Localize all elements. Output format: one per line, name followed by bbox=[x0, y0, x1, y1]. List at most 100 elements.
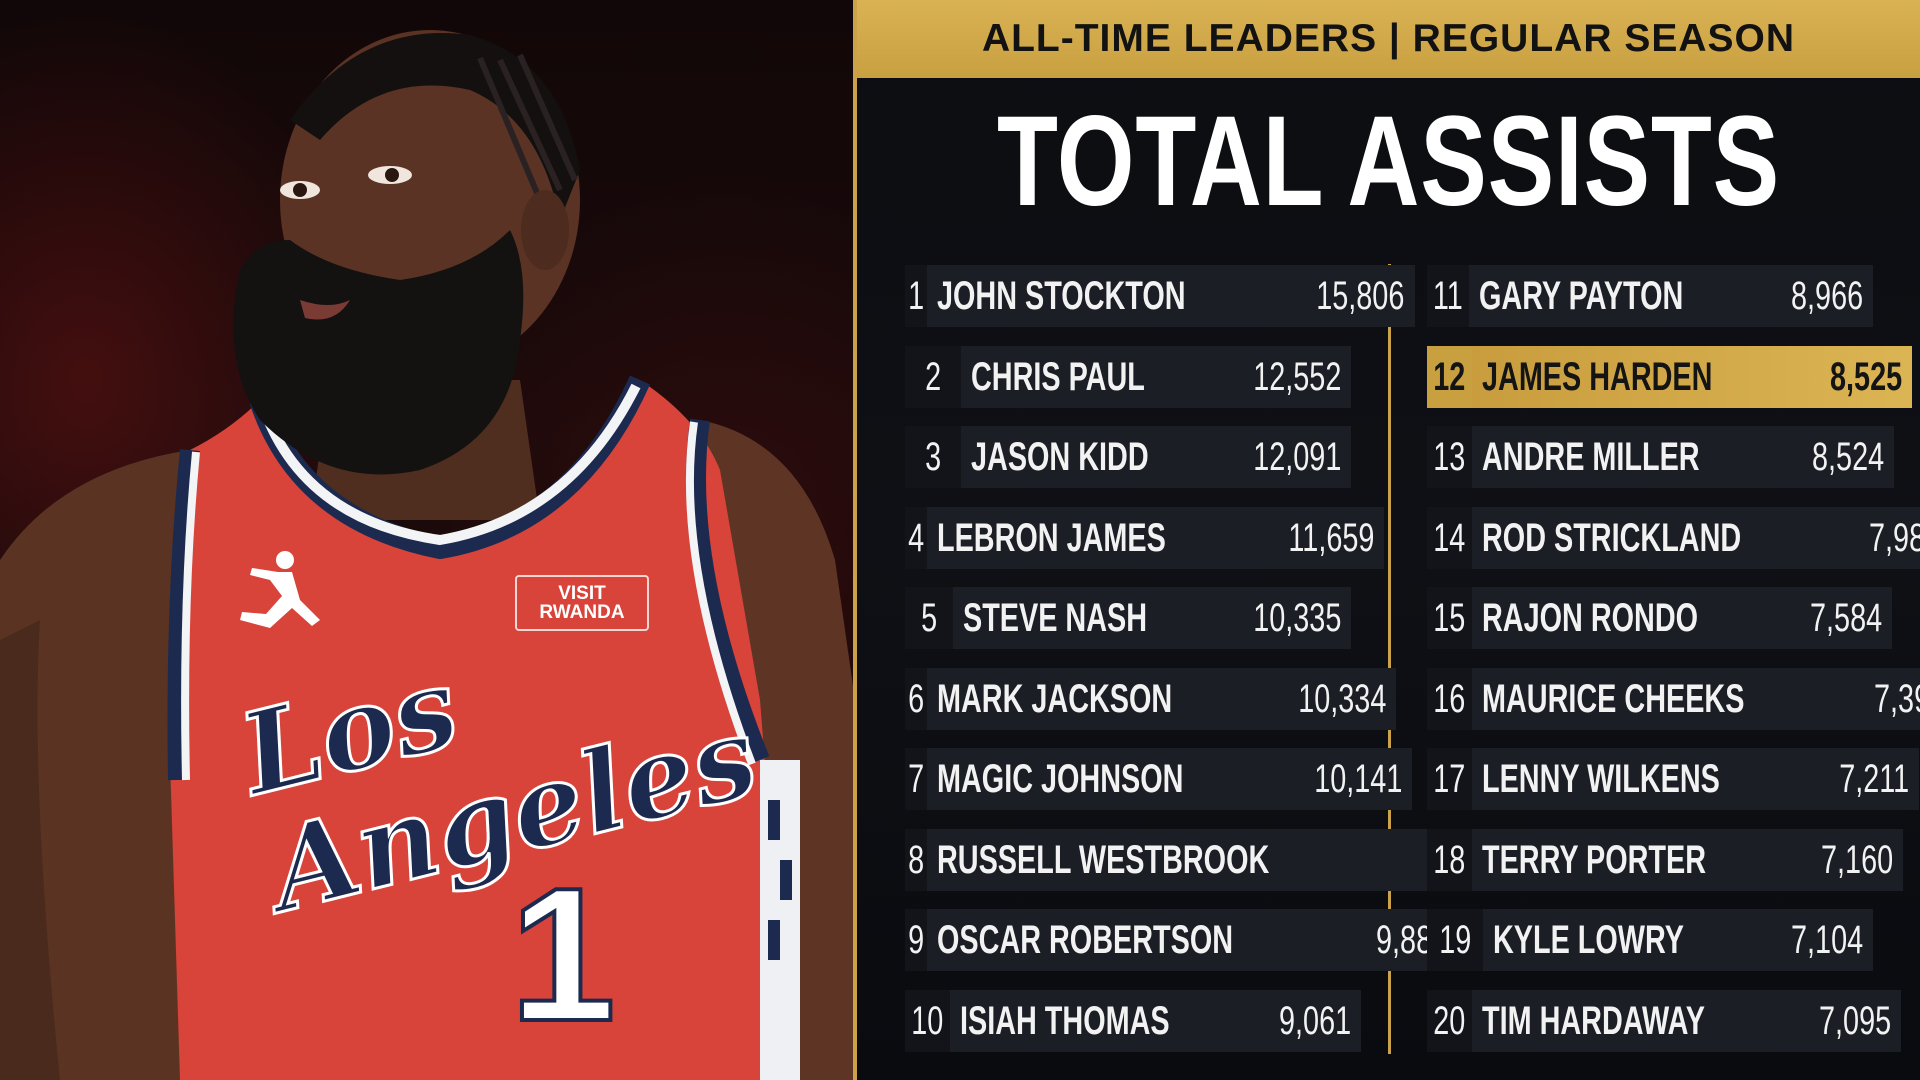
leader-row: 13 ANDRE MILLER 8,524 bbox=[1427, 426, 1894, 488]
player-cell: OSCAR ROBERTSON 9,887 bbox=[927, 909, 1459, 971]
assist-total: 8,966 bbox=[1790, 273, 1863, 318]
player-cell: ROD STRICKLAND 7,987 bbox=[1471, 507, 1920, 569]
rank-cell: 11 bbox=[1427, 265, 1470, 327]
player-name: TIM HARDAWAY bbox=[1481, 998, 1705, 1043]
jersey-shape bbox=[170, 380, 790, 1080]
player-name: ANDRE MILLER bbox=[1481, 434, 1700, 479]
player-name: MAGIC JOHNSON bbox=[937, 756, 1184, 801]
rank-cell: 6 bbox=[905, 668, 928, 730]
player-name: JOHN STOCKTON bbox=[937, 273, 1186, 318]
leaderboard-panel: ALL-TIME LEADERS | REGULAR SEASON TOTAL … bbox=[857, 0, 1920, 1080]
leader-row: 15 RAJON RONDO 7,584 bbox=[1427, 587, 1892, 649]
player-cell: TERRY PORTER 7,160 bbox=[1471, 829, 1903, 891]
rank-number: 14 bbox=[1433, 515, 1466, 560]
player-cell: MARK JACKSON 10,334 bbox=[927, 668, 1397, 730]
rank-cell: 7 bbox=[905, 748, 928, 810]
rank-number: 8 bbox=[908, 837, 925, 882]
leader-row: 1 JOHN STOCKTON 15,806 bbox=[905, 265, 1415, 327]
player-name: MARK JACKSON bbox=[937, 676, 1173, 721]
leader-row: 19 KYLE LOWRY 7,104 bbox=[1427, 909, 1873, 971]
rank-number: 11 bbox=[1433, 273, 1463, 318]
jumpman-logo-icon bbox=[240, 551, 320, 628]
banner-text: ALL-TIME LEADERS | REGULAR SEASON bbox=[981, 17, 1796, 60]
player-name: OSCAR ROBERTSON bbox=[937, 917, 1234, 962]
assist-total: 7,211 bbox=[1839, 756, 1910, 801]
leader-row: 11 GARY PAYTON 8,966 bbox=[1427, 265, 1873, 327]
beard-shape bbox=[233, 230, 524, 475]
rank-number: 16 bbox=[1433, 676, 1466, 721]
rank-number: 6 bbox=[908, 676, 925, 721]
player-name: CHRIS PAUL bbox=[971, 354, 1145, 399]
leader-row: 3 JASON KIDD 12,091 bbox=[905, 426, 1351, 488]
leader-row: 4 LEBRON JAMES 11,659 bbox=[905, 507, 1385, 569]
rank-cell: 8 bbox=[905, 829, 928, 891]
leader-row: 10 ISIAH THOMAS 9,061 bbox=[905, 990, 1361, 1052]
rank-cell: 3 bbox=[905, 426, 961, 488]
player-name: RAJON RONDO bbox=[1481, 595, 1698, 640]
rank-cell: 12 bbox=[1427, 346, 1472, 408]
player-cell: TIM HARDAWAY 7,095 bbox=[1471, 990, 1902, 1052]
player-name: JASON KIDD bbox=[971, 434, 1149, 479]
rank-number: 7 bbox=[908, 756, 925, 801]
player-cell: LENNY WILKENS 7,211 bbox=[1471, 748, 1920, 810]
leader-row: 16 MAURICE CHEEKS 7,392 bbox=[1427, 668, 1920, 730]
player-name: STEVE NASH bbox=[963, 595, 1148, 640]
player-cell: ANDRE MILLER 8,524 bbox=[1471, 426, 1894, 488]
rank-number: 17 bbox=[1433, 756, 1466, 801]
rank-number: 10 bbox=[911, 998, 944, 1043]
assist-total: 9,061 bbox=[1278, 998, 1351, 1043]
assist-total: 12,091 bbox=[1252, 434, 1341, 479]
rank-cell: 13 bbox=[1427, 426, 1472, 488]
assist-total: 10,334 bbox=[1298, 676, 1387, 721]
rank-number: 3 bbox=[924, 434, 942, 479]
gold-divider bbox=[853, 0, 857, 1080]
player-cell: GARY PAYTON 8,966 bbox=[1469, 265, 1873, 327]
player-name: GARY PAYTON bbox=[1479, 273, 1684, 318]
rank-cell: 1 bbox=[905, 265, 928, 327]
rank-number: 13 bbox=[1433, 434, 1466, 479]
assist-total: 10,335 bbox=[1252, 595, 1341, 640]
player-name: JAMES HARDEN bbox=[1481, 354, 1712, 399]
rank-number: 5 bbox=[921, 595, 938, 640]
assist-total: 10,141 bbox=[1313, 756, 1402, 801]
player-cell: RAJON RONDO 7,584 bbox=[1471, 587, 1892, 649]
assist-total: 12,552 bbox=[1252, 354, 1341, 399]
rank-cell: 16 bbox=[1427, 668, 1472, 730]
rank-number: 18 bbox=[1433, 837, 1466, 882]
rank-number: 2 bbox=[924, 354, 942, 399]
assist-total: 15,806 bbox=[1316, 273, 1405, 318]
leader-row: 6 MARK JACKSON 10,334 bbox=[905, 668, 1397, 730]
sponsor-patch-text: VISIT RWANDA bbox=[539, 583, 625, 623]
leader-row: 20 TIM HARDAWAY 7,095 bbox=[1427, 990, 1902, 1052]
column-divider bbox=[1388, 264, 1391, 1054]
assist-total: 7,104 bbox=[1790, 917, 1863, 962]
player-cell: JOHN STOCKTON 15,806 bbox=[927, 265, 1415, 327]
player-name: MAURICE CHEEKS bbox=[1481, 676, 1744, 721]
player-name: ISIAH THOMAS bbox=[959, 998, 1170, 1043]
rank-cell: 2 bbox=[905, 346, 961, 408]
rank-cell: 15 bbox=[1427, 587, 1472, 649]
player-name: LENNY WILKENS bbox=[1481, 756, 1720, 801]
player-name: ROD STRICKLAND bbox=[1481, 515, 1741, 560]
player-photo: VISIT RWANDA Los Angeles 1 bbox=[0, 0, 855, 1080]
player-cell: CHRIS PAUL 12,552 bbox=[961, 346, 1351, 408]
player-cell: MAURICE CHEEKS 7,392 bbox=[1471, 668, 1920, 730]
leader-row: 5 STEVE NASH 10,335 bbox=[905, 587, 1351, 649]
rank-cell: 20 bbox=[1427, 990, 1472, 1052]
player-cell: KYLE LOWRY 7,104 bbox=[1483, 909, 1873, 971]
player-illustration bbox=[0, 30, 855, 1080]
rank-number: 12 bbox=[1433, 354, 1466, 399]
leader-row: 18 TERRY PORTER 7,160 bbox=[1427, 829, 1903, 891]
player-cell: STEVE NASH 10,335 bbox=[953, 587, 1351, 649]
rank-cell: 17 bbox=[1427, 748, 1472, 810]
assist-total: 7,392 bbox=[1874, 676, 1920, 721]
player-cell: ISIAH THOMAS 9,061 bbox=[949, 990, 1361, 1052]
rank-cell: 9 bbox=[905, 909, 928, 971]
assist-total: 11,659 bbox=[1288, 515, 1375, 560]
rank-cell: 5 bbox=[905, 587, 954, 649]
rank-cell: 18 bbox=[1427, 829, 1472, 891]
rank-cell: 19 bbox=[1427, 909, 1483, 971]
player-cell: MAGIC JOHNSON 10,141 bbox=[927, 748, 1412, 810]
